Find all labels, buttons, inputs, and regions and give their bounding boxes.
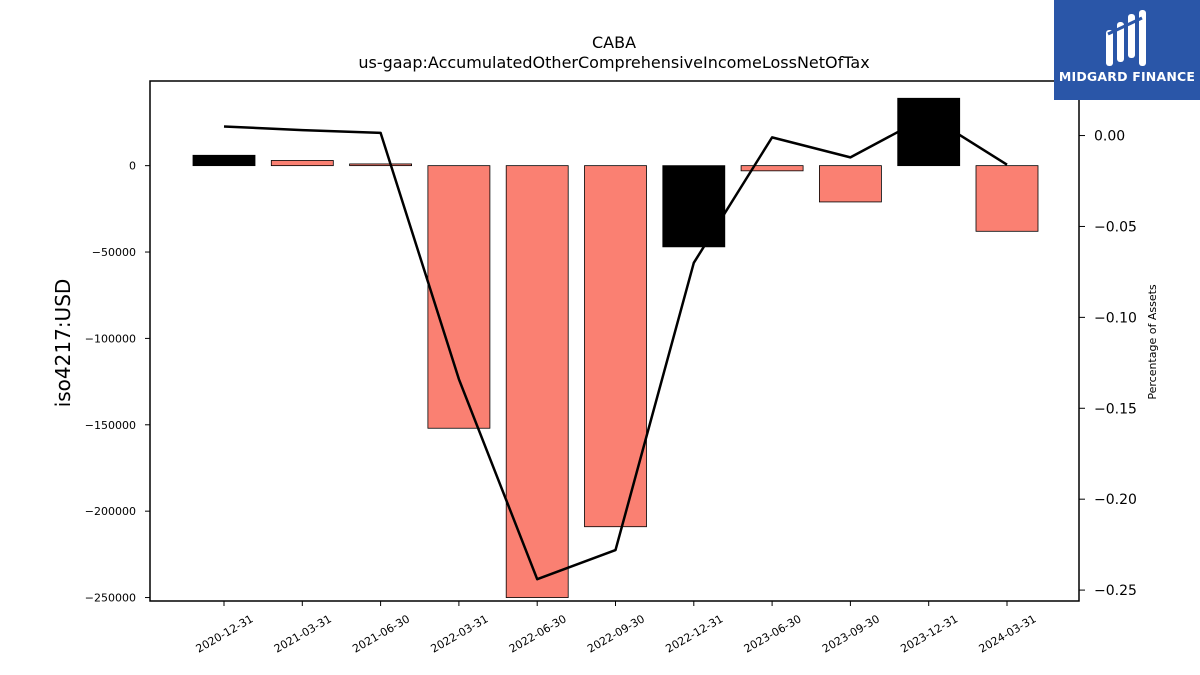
bar bbox=[662, 165, 726, 248]
x-tick-label: 2022-12-31 bbox=[663, 612, 725, 655]
y2-tick-label: −0.15 bbox=[1094, 401, 1137, 417]
y-axis: 0 −50000 −100000 −150000 −200000 −250000 bbox=[85, 160, 150, 605]
y-tick-label: −100000 bbox=[85, 332, 136, 345]
y2-tick-label: −0.05 bbox=[1094, 219, 1137, 235]
x-tick-label: 2023-09-30 bbox=[820, 612, 882, 655]
bar bbox=[897, 97, 961, 167]
bar bbox=[270, 160, 334, 167]
y2-axis-label: Percentage of Assets bbox=[1146, 284, 1159, 400]
bars-layer bbox=[192, 97, 1039, 598]
bar bbox=[740, 165, 804, 172]
x-tick-label: 2022-06-30 bbox=[507, 612, 569, 655]
bar bbox=[584, 165, 647, 528]
y2-tick-label: −0.20 bbox=[1094, 492, 1137, 508]
x-tick-label: 2022-03-31 bbox=[429, 612, 491, 655]
x-tick-label: 2024-03-31 bbox=[977, 612, 1039, 655]
line-layer bbox=[223, 114, 1008, 581]
y-tick-label: −150000 bbox=[85, 419, 136, 432]
y-axis-label: iso4217:USD bbox=[51, 279, 75, 408]
logo-text: MIDGARD FINANCE bbox=[1058, 69, 1196, 84]
bar bbox=[819, 165, 882, 203]
logo-mark-icon bbox=[1106, 10, 1146, 66]
y-tick-label: −50000 bbox=[92, 246, 136, 259]
percentage-line bbox=[223, 114, 1008, 581]
y2-axis: 0.00 −0.05 −0.10 −0.15 −0.20 −0.25 bbox=[1079, 129, 1137, 599]
plot-frame bbox=[149, 80, 1080, 602]
y-tick-label: −200000 bbox=[85, 505, 136, 518]
x-tick-label: 2021-03-31 bbox=[272, 612, 334, 655]
bar bbox=[505, 165, 569, 598]
x-tick-label: 2022-09-30 bbox=[585, 612, 647, 655]
y2-tick-label: −0.10 bbox=[1094, 310, 1137, 326]
y-tick-label: 0 bbox=[129, 160, 136, 173]
y2-tick-label: −0.25 bbox=[1094, 583, 1137, 599]
x-axis: 2020-12-31 2021-03-31 2021-06-30 2022-03-31… bbox=[194, 601, 1039, 656]
y-tick-label: −250000 bbox=[85, 592, 136, 605]
x-tick-label: 2021-06-30 bbox=[350, 612, 412, 655]
chart-subtitle: us-gaap:AccumulatedOtherComprehensiveInc… bbox=[358, 53, 869, 72]
bar bbox=[975, 165, 1039, 232]
bar bbox=[427, 165, 491, 429]
x-tick-label: 2023-12-31 bbox=[898, 612, 960, 655]
chart-title: CABA bbox=[592, 33, 636, 52]
y2-tick-label: 0.00 bbox=[1094, 129, 1125, 145]
midgard-finance-logo: MIDGARD FINANCE bbox=[1054, 0, 1200, 100]
x-tick-label: 2023-06-30 bbox=[742, 612, 804, 655]
bar bbox=[192, 154, 256, 167]
x-tick-label: 2020-12-31 bbox=[194, 612, 256, 655]
bar bbox=[349, 163, 413, 167]
